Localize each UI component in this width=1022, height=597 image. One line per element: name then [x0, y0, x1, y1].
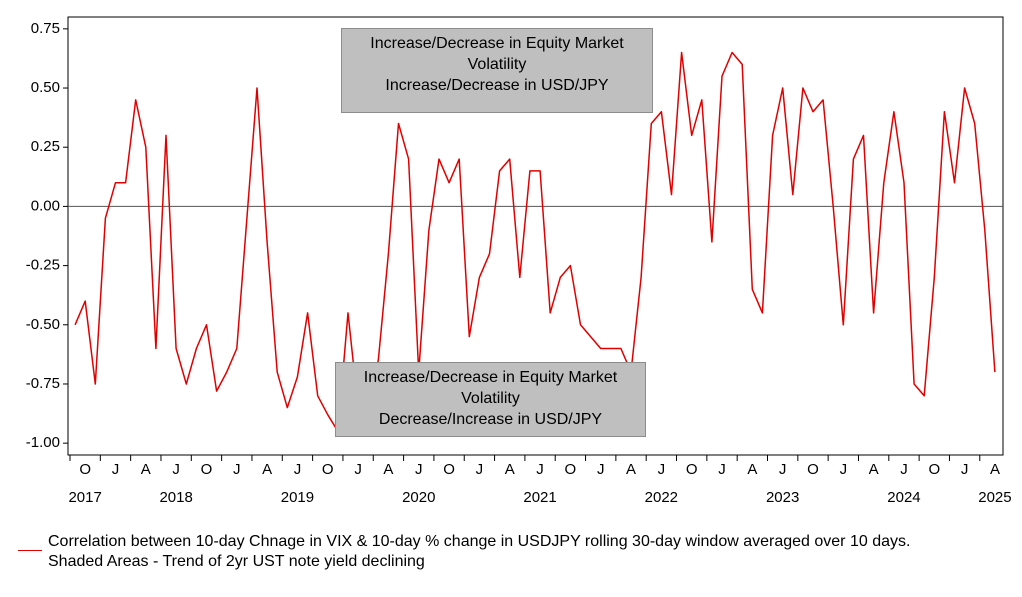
x-tick-label: J	[718, 461, 726, 478]
x-tick-label: A	[747, 461, 757, 478]
year-label: 2021	[523, 489, 556, 506]
y-tick-label: 0.50	[31, 79, 60, 96]
x-tick-label: O	[201, 461, 213, 478]
annotation: Increase/Decrease in Equity Market Volat…	[335, 362, 646, 437]
x-tick-label: A	[383, 461, 393, 478]
x-tick-label: J	[476, 461, 484, 478]
legend: Correlation between 10-day Chnage in VIX…	[18, 532, 998, 572]
x-tick-label: A	[141, 461, 151, 478]
year-label: 2018	[159, 489, 192, 506]
x-tick-label: J	[172, 461, 180, 478]
y-tick-label: -0.25	[26, 257, 60, 274]
year-label: 2025	[978, 489, 1011, 506]
x-tick-label: A	[262, 461, 272, 478]
x-tick-label: J	[112, 461, 120, 478]
legend-swatch	[18, 550, 42, 551]
annotation-line: Volatility	[467, 56, 527, 73]
x-tick-label: A	[869, 461, 879, 478]
x-tick-label: J	[536, 461, 544, 478]
x-tick-label: A	[990, 461, 1000, 478]
year-label: 2017	[68, 489, 101, 506]
annotation-line: Increase/Decrease in USD/JPY	[385, 77, 609, 94]
year-label: 2022	[645, 489, 678, 506]
legend-label: Correlation between 10-day Chnage in VIX…	[48, 533, 911, 570]
x-tick-label: O	[443, 461, 455, 478]
year-label: 2020	[402, 489, 435, 506]
x-tick-label: J	[233, 461, 241, 478]
y-tick-label: 0.75	[31, 20, 60, 37]
annotation-line: Increase/Decrease in Equity Market	[363, 369, 618, 386]
chart: 0.75 0.50 0.25 0.00 -0.25 -0.50 -0.75 -1.00 O J A J…	[26, 16, 1012, 506]
year-label: 2023	[766, 489, 799, 506]
year-label: 2019	[281, 489, 314, 506]
x-tick-label: O	[928, 461, 940, 478]
y-tick-label: -0.50	[26, 316, 60, 333]
data-line	[74, 51, 996, 433]
x-tick-label: O	[565, 461, 577, 478]
x-tick-label: J	[354, 461, 362, 478]
x-tick-label: J	[779, 461, 787, 478]
x-tick-label: J	[900, 461, 908, 478]
x-tick-label: J	[597, 461, 605, 478]
x-tick-label: A	[626, 461, 636, 478]
x-tick-label: O	[79, 461, 91, 478]
y-tick-label: 0.00	[31, 197, 60, 214]
y-tick-label: -0.75	[26, 375, 60, 392]
annotation-line: Decrease/Increase in USD/JPY	[378, 411, 603, 428]
year-label: 2024	[887, 489, 920, 506]
x-tick-label: J	[658, 461, 666, 478]
x-tick-label: J	[294, 461, 302, 478]
y-tick-label: 0.25	[31, 138, 60, 155]
x-tick-label: J	[840, 461, 848, 478]
annotation-line: Volatility	[461, 390, 520, 407]
x-tick-label: O	[322, 461, 334, 478]
plot-frame	[67, 16, 1004, 456]
y-tick-label: -1.00	[26, 434, 60, 451]
x-tick-label: O	[807, 461, 819, 478]
x-tick-label: J	[415, 461, 423, 478]
x-tick-label: A	[505, 461, 515, 478]
x-tick-label: O	[686, 461, 698, 478]
annotation: Increase/Decrease in Equity Market Volat…	[341, 28, 653, 113]
annotation-line: Increase/Decrease in Equity Market	[370, 35, 624, 52]
x-tick-label: J	[961, 461, 969, 478]
